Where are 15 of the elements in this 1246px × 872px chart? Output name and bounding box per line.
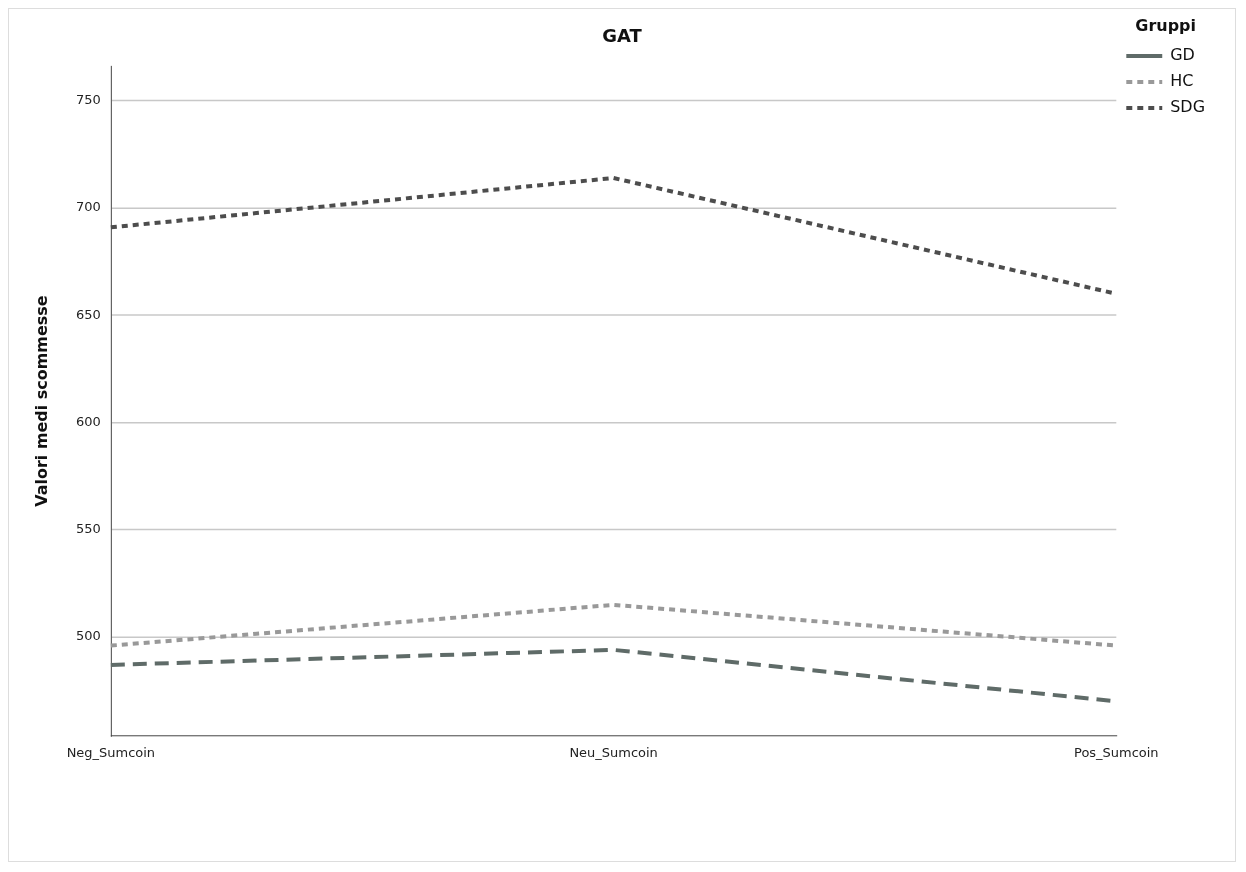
legend-label: HC <box>1170 71 1194 91</box>
legend-label: GD <box>1170 45 1195 65</box>
y-tick-label: 500 <box>76 628 101 644</box>
legend-title: Gruppi <box>1135 16 1197 36</box>
y-tick-label: 650 <box>76 306 101 322</box>
legend-label: SDG <box>1170 97 1206 117</box>
chart-title: GAT <box>602 25 643 47</box>
y-axis-title: Valori medi scommesse <box>31 295 51 507</box>
y-tick-label: 700 <box>76 199 101 215</box>
y-tick-label: 600 <box>76 413 101 429</box>
y-tick-label: 550 <box>76 521 101 537</box>
y-tick-label: 750 <box>76 92 101 108</box>
x-tick-label: Neg_Sumcoin <box>66 744 156 760</box>
x-tick-label: Pos_Sumcoin <box>1074 744 1159 760</box>
x-tick-label: Neu_Sumcoin <box>569 744 658 760</box>
